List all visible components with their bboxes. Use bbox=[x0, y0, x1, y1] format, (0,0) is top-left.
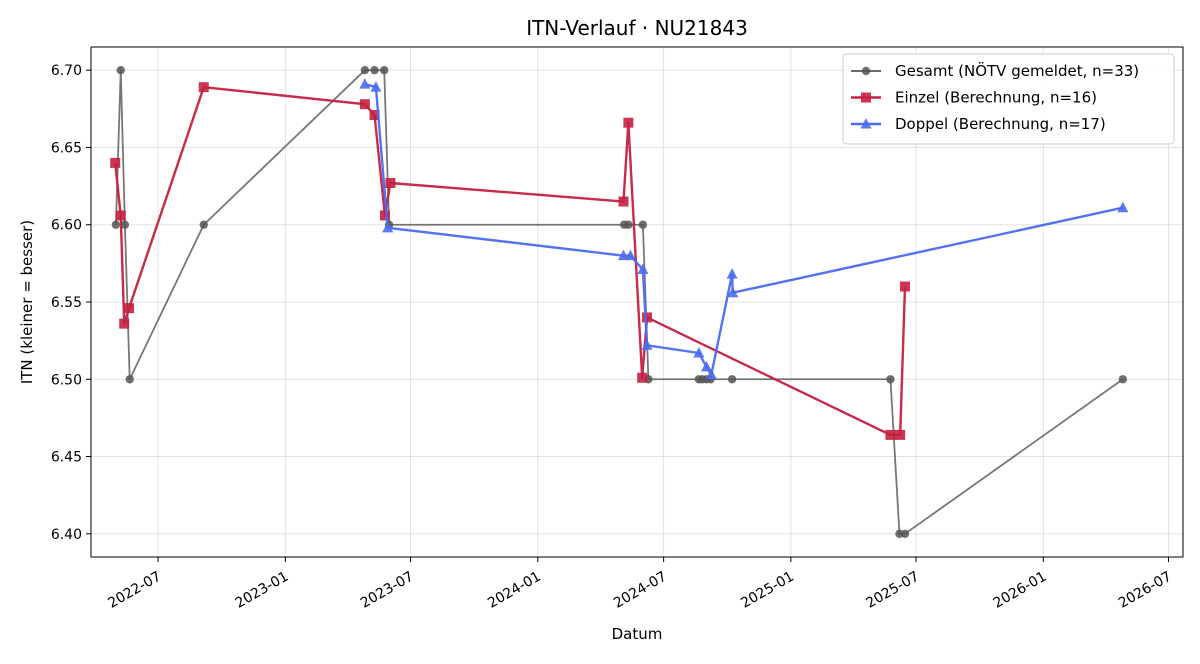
legend-item: Gesamt (NÖTV gemeldet, n=33) bbox=[851, 61, 1139, 80]
data-point bbox=[899, 281, 910, 292]
y-tick-label: 6.55 bbox=[51, 295, 82, 311]
legend-swatch-marker bbox=[860, 118, 872, 129]
legend-swatch-marker bbox=[861, 66, 871, 76]
legend-frame bbox=[842, 53, 1175, 145]
x-tick-label: 2022-07 bbox=[105, 569, 164, 612]
legend-label: Gesamt (NÖTV gemeldet, n=33) bbox=[895, 61, 1139, 80]
y-tick-label: 6.60 bbox=[51, 218, 82, 234]
data-point bbox=[693, 347, 705, 358]
y-axis-title: ITN (kleiner = besser) bbox=[18, 220, 36, 384]
x-axis-title: Datum bbox=[612, 625, 663, 643]
x-tick-label: 2024-01 bbox=[485, 569, 544, 612]
legend-swatch-marker bbox=[861, 92, 871, 103]
data-point bbox=[624, 249, 636, 261]
data-point bbox=[115, 210, 126, 221]
legend-item: Doppel (Berechnung, n=17) bbox=[851, 115, 1106, 133]
data-point bbox=[370, 81, 382, 92]
series-1 bbox=[110, 82, 910, 440]
y-tick-label: 6.50 bbox=[51, 372, 82, 388]
data-point bbox=[727, 286, 739, 298]
data-point bbox=[359, 99, 370, 110]
legend-label: Einzel (Berechnung, n=16) bbox=[895, 89, 1097, 107]
data-point bbox=[125, 375, 134, 384]
x-axis: 2022-07 2023-01 2023-07 2024-01 2024-07 2025-… bbox=[105, 557, 1174, 612]
data-point bbox=[1117, 201, 1129, 213]
series-line bbox=[114, 85, 907, 437]
data-point bbox=[726, 268, 738, 279]
x-tick-label: 2026-01 bbox=[991, 569, 1050, 612]
x-tick-label: 2024-07 bbox=[611, 569, 670, 612]
chart-title: ITN-Verlauf · NU21843 bbox=[526, 16, 748, 40]
data-point bbox=[199, 220, 208, 229]
data-point bbox=[360, 65, 370, 75]
data-point bbox=[382, 221, 394, 233]
x-tick-label: 2026-07 bbox=[1116, 569, 1175, 612]
data-point bbox=[120, 220, 130, 229]
data-point bbox=[119, 318, 130, 329]
data-point bbox=[641, 339, 653, 350]
x-tick-label: 2025-01 bbox=[738, 569, 797, 612]
data-point bbox=[638, 220, 648, 229]
data-point bbox=[618, 196, 629, 207]
legend-label: Doppel (Berechnung, n=17) bbox=[895, 115, 1106, 133]
data-point bbox=[380, 65, 389, 75]
data-point bbox=[369, 110, 380, 120]
series-line bbox=[115, 69, 1124, 535]
y-tick-label: 6.45 bbox=[51, 450, 82, 466]
legend: Gesamt (NÖTV gemeldet, n=33) Einzel (Bere… bbox=[842, 53, 1175, 145]
data-point bbox=[359, 78, 371, 89]
data-point bbox=[642, 312, 653, 323]
legend-item: Einzel (Berechnung, n=16) bbox=[851, 89, 1097, 107]
y-tick-label: 6.70 bbox=[51, 63, 82, 79]
data-point bbox=[624, 220, 633, 229]
data-point bbox=[623, 117, 634, 128]
y-tick-label: 6.40 bbox=[51, 527, 82, 543]
data-point bbox=[111, 220, 121, 229]
data-point bbox=[705, 368, 717, 380]
data-point bbox=[727, 375, 737, 384]
data-point bbox=[900, 529, 910, 539]
series-layer bbox=[110, 65, 1129, 539]
data-point bbox=[637, 372, 648, 383]
data-point bbox=[618, 249, 630, 261]
series-2 bbox=[359, 78, 1129, 380]
data-point bbox=[370, 65, 379, 75]
data-point bbox=[885, 429, 896, 440]
data-point bbox=[701, 360, 713, 372]
x-tick-label: 2023-01 bbox=[233, 569, 292, 612]
data-point bbox=[379, 210, 390, 221]
data-point bbox=[385, 178, 396, 188]
data-point bbox=[895, 429, 906, 440]
data-point bbox=[124, 303, 135, 314]
data-point bbox=[1118, 375, 1128, 384]
x-tick-label: 2025-07 bbox=[863, 569, 922, 612]
data-point bbox=[886, 375, 895, 384]
y-axis: 6.40 6.45 6.50 6.55 6.60 6.65 6.70 bbox=[51, 63, 91, 543]
data-point bbox=[637, 263, 649, 275]
data-point bbox=[110, 157, 121, 168]
y-tick-label: 6.65 bbox=[51, 140, 82, 156]
data-point bbox=[116, 65, 125, 75]
x-tick-label: 2023-07 bbox=[358, 569, 417, 612]
data-point bbox=[198, 82, 209, 93]
